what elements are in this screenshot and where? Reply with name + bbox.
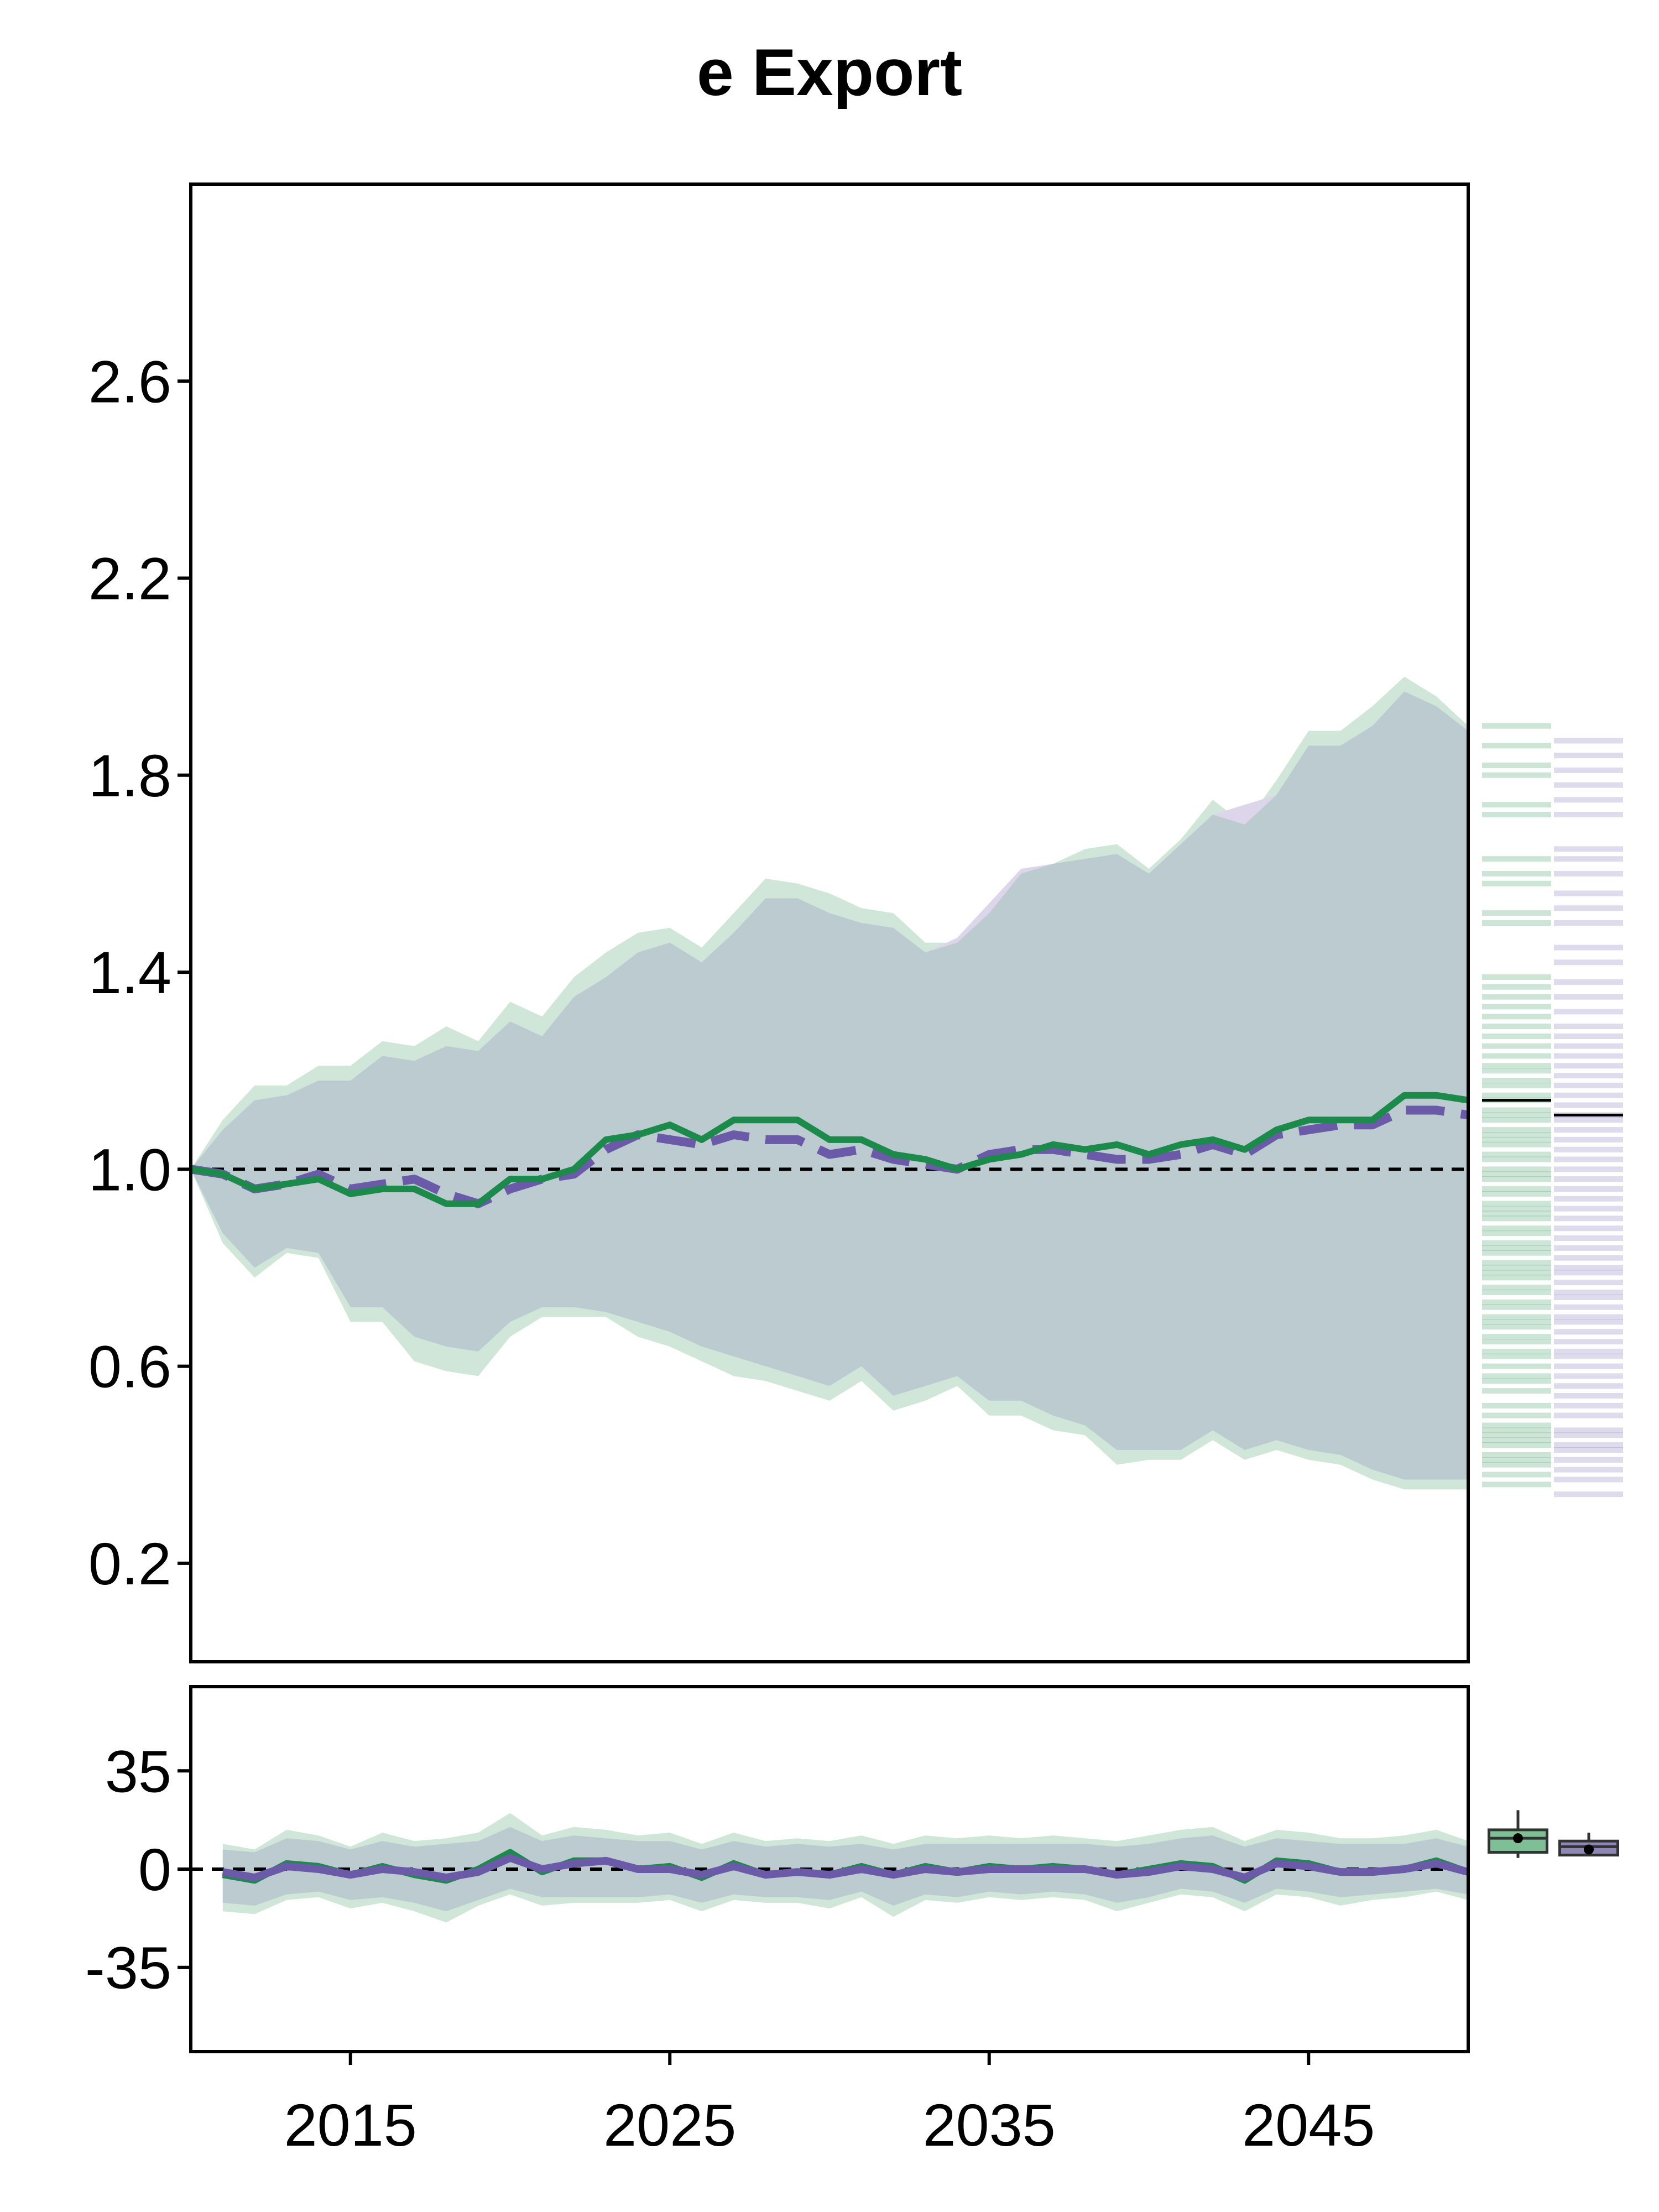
purple-change-line: [222, 1854, 1468, 1882]
purple-dashed-series-line: [191, 1105, 1468, 1208]
y-tick-label: 1.8: [88, 742, 171, 809]
boxplot-panel: [1488, 1810, 1619, 1858]
green-boxplot: [1488, 1810, 1548, 1858]
y-tick-label: 2.2: [88, 545, 171, 612]
y-tick-label: 0.6: [88, 1333, 171, 1400]
y-tick-label: 2.6: [88, 348, 171, 415]
bottom-y-tick-label: 0: [138, 1836, 171, 1903]
x-tick-label: 2015: [284, 2091, 417, 2158]
bottom-panel: 35 0 -35 2015 2025 2035 2045: [85, 1685, 1470, 2158]
bottom-plot-area: [191, 1813, 1468, 1923]
y-tick-label: 1.4: [88, 939, 171, 1006]
x-tick-label: 2035: [923, 2091, 1056, 2158]
overlap-uncertainty-band: [191, 691, 1468, 1480]
green-series-line: [191, 1092, 1468, 1207]
y-tick-label: 0.2: [88, 1530, 171, 1597]
green-boxplot-mean-dot: [1513, 1833, 1523, 1844]
main-frame: [189, 182, 1470, 1663]
purple-boxplot-mean-dot: [1584, 1844, 1594, 1855]
bottom-y-tick-label: -35: [85, 1934, 171, 2001]
bottom-y-tick-label: 35: [105, 1738, 171, 1804]
main-panel: 0.2 0.6 1.0 1.4 1.8 2.2 2.6: [88, 182, 1470, 1663]
chart-title: e Export: [697, 35, 962, 109]
main-plot-area: [191, 676, 1468, 1490]
side-distribution-panel: [1482, 723, 1623, 1498]
x-tick-label: 2045: [1242, 2091, 1375, 2158]
purple-boxplot: [1558, 1833, 1619, 1857]
x-tick-label: 2025: [603, 2091, 736, 2158]
y-tick-label: 1.0: [88, 1136, 171, 1203]
